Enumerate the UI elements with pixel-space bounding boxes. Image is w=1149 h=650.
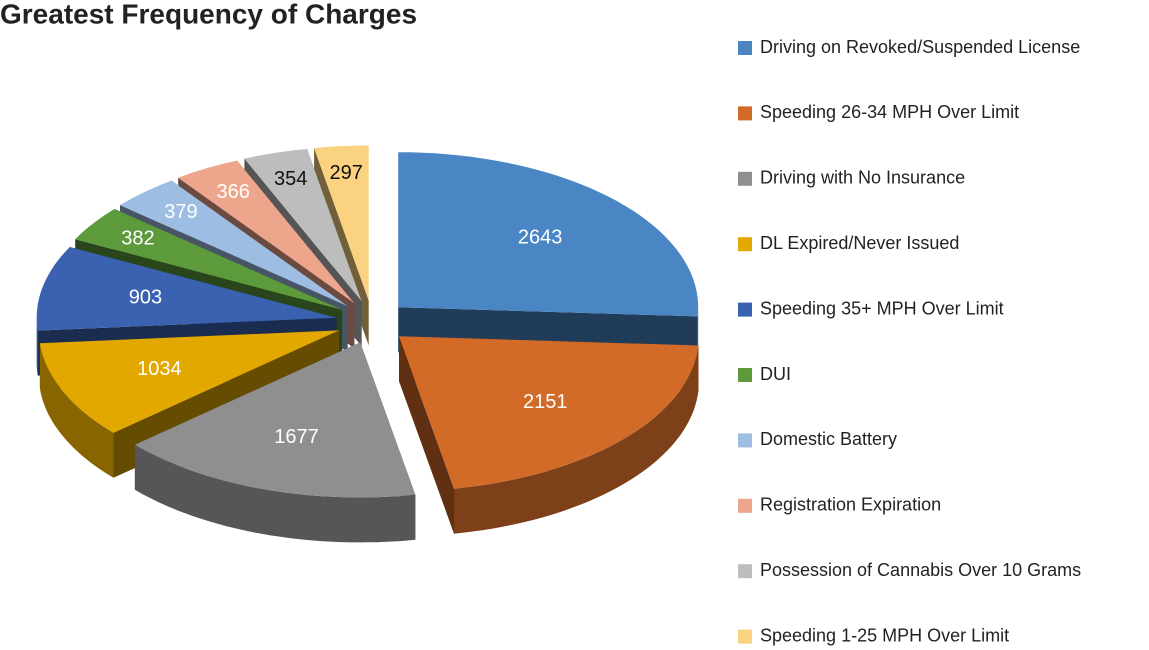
value-label: 366 bbox=[217, 181, 250, 203]
slice-side bbox=[399, 336, 454, 534]
chart-title: Greatest Frequency of Charges bbox=[0, 0, 417, 29]
slice bbox=[178, 160, 355, 304]
value-label: 2643 bbox=[518, 226, 563, 248]
legend-swatch bbox=[738, 106, 752, 121]
slice bbox=[314, 145, 369, 301]
slice bbox=[36, 247, 337, 331]
slice-wall bbox=[134, 444, 416, 543]
legend-swatch bbox=[738, 433, 752, 448]
value-label: 1034 bbox=[137, 358, 182, 380]
value-label: 379 bbox=[164, 201, 197, 223]
slice bbox=[399, 336, 699, 489]
legend-swatch bbox=[738, 368, 752, 382]
legend-swatch bbox=[738, 629, 752, 644]
legend-label: DUI bbox=[760, 364, 791, 384]
slice bbox=[244, 148, 362, 302]
legend-swatch bbox=[738, 171, 752, 186]
slice-wall bbox=[36, 317, 38, 376]
slice bbox=[398, 152, 699, 317]
slice bbox=[134, 342, 416, 498]
legend-swatch bbox=[738, 237, 752, 252]
value-label: 354 bbox=[274, 168, 307, 190]
value-label: 903 bbox=[129, 287, 162, 309]
legend-label: Speeding 26-34 MPH Over Limit bbox=[760, 102, 1019, 122]
legend-label: Speeding 1-25 MPH Over Limit bbox=[760, 625, 1009, 645]
value-label: 2151 bbox=[523, 391, 568, 413]
slice-wall bbox=[454, 345, 699, 534]
slice bbox=[75, 209, 343, 310]
legend-label: Speeding 35+ MPH Over Limit bbox=[760, 298, 1004, 318]
slice-wall bbox=[39, 343, 114, 478]
legend-label: Driving on Revoked/Suspended License bbox=[760, 37, 1080, 57]
legend-swatch bbox=[738, 564, 752, 579]
legend-swatch bbox=[738, 41, 752, 55]
value-label: 382 bbox=[121, 227, 154, 249]
legend-label: Driving with No Insurance bbox=[760, 168, 965, 188]
value-label: 297 bbox=[330, 162, 363, 184]
legend-label: Domestic Battery bbox=[760, 429, 897, 449]
slice bbox=[39, 330, 339, 433]
legend-swatch bbox=[738, 498, 752, 513]
legend-label: Possession of Cannabis Over 10 Grams bbox=[760, 560, 1081, 580]
legend-label: Registration Expiration bbox=[760, 495, 941, 515]
value-label: 1677 bbox=[274, 426, 319, 448]
slice bbox=[120, 180, 348, 307]
legend-label: DL Expired/Never Issued bbox=[760, 233, 959, 253]
legend-swatch bbox=[738, 302, 752, 317]
